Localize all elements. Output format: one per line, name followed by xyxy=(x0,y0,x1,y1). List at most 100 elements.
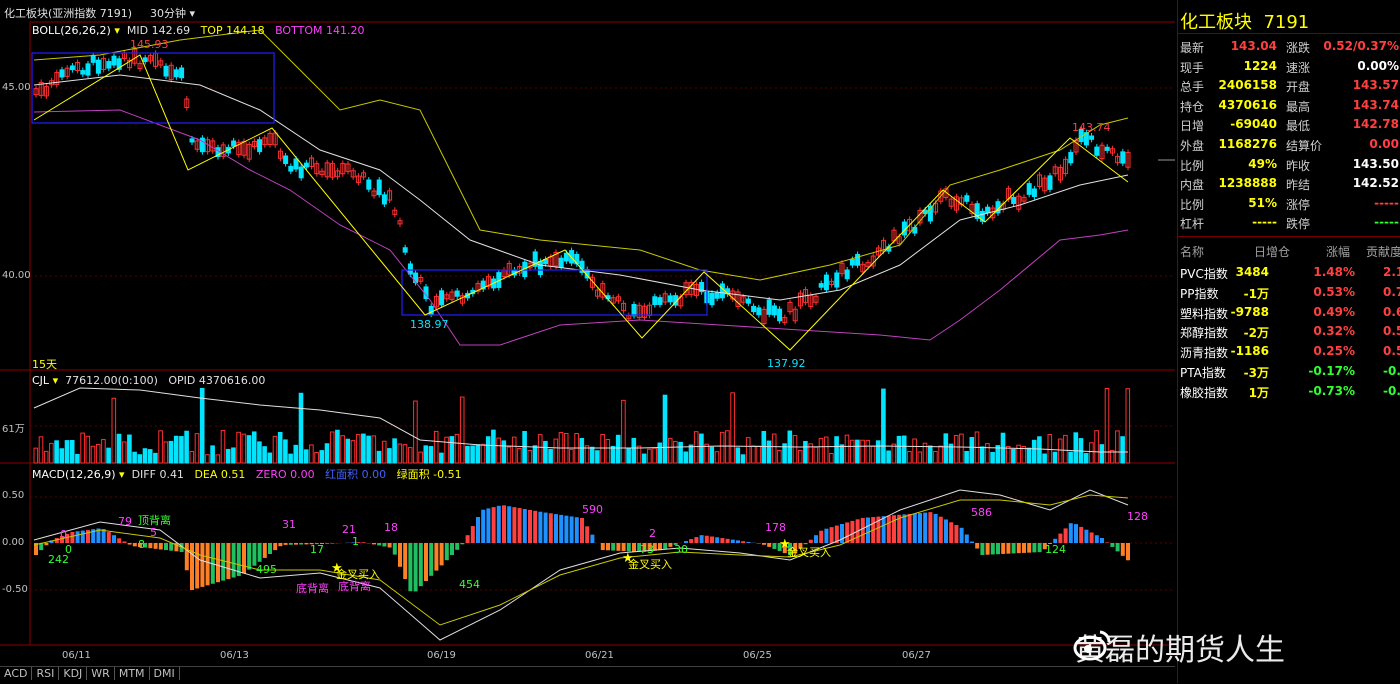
instrument-title: 化工板块(亚洲指数 7191) xyxy=(4,5,132,21)
quote-value: 1168276 xyxy=(1219,137,1277,151)
macd-bar xyxy=(809,540,813,543)
tab-dmi[interactable]: DMI xyxy=(150,667,180,680)
macd-bar xyxy=(757,543,761,544)
volume-bar xyxy=(674,441,678,463)
index-name: 塑料指数 xyxy=(1180,305,1228,322)
volume-bar xyxy=(44,451,48,463)
index-name: PVC指数 xyxy=(1180,265,1228,282)
volume-bar xyxy=(663,395,667,463)
candle xyxy=(850,260,854,265)
quote-value: 143.50 xyxy=(1353,157,1399,171)
candle xyxy=(564,253,568,261)
boll-top: TOP 144.18 xyxy=(201,24,265,37)
macd-bar xyxy=(393,543,397,555)
macd-bar xyxy=(304,543,308,544)
volume-bar xyxy=(507,447,511,463)
candle xyxy=(294,159,298,169)
chart-area[interactable]: ★★★ 化工板块(亚洲指数 7191) 30分钟 ▾ BOLL(26,26,2)… xyxy=(0,0,1175,683)
volume-bar xyxy=(55,441,59,463)
volume-bar xyxy=(1006,446,1010,463)
volume-bar xyxy=(455,434,459,463)
macd-bar xyxy=(580,518,584,543)
macd-bar xyxy=(715,537,719,543)
volume-bar xyxy=(81,433,85,463)
volume-bar xyxy=(294,445,298,463)
tab-rsi[interactable]: RSI xyxy=(32,667,59,680)
volume-bar xyxy=(554,439,558,463)
macd-bar xyxy=(1032,543,1036,552)
chevron-down-icon: ▾ xyxy=(190,7,196,20)
macd-bar xyxy=(81,531,85,543)
volume-bar xyxy=(512,437,516,463)
volume-bar xyxy=(642,454,646,463)
candle xyxy=(720,284,724,298)
macd-bar xyxy=(830,527,834,543)
tab-kdj[interactable]: KDJ xyxy=(59,667,87,680)
macd-bar xyxy=(824,529,828,543)
quote-label: 比例 xyxy=(1180,157,1204,174)
macd-bar xyxy=(471,526,475,543)
volume-bar xyxy=(403,445,407,463)
candle xyxy=(1105,147,1109,150)
macd-bar xyxy=(762,543,766,545)
volume-bar xyxy=(528,450,532,463)
volume-bar xyxy=(970,437,974,463)
chevron-down-icon[interactable]: ▾ xyxy=(53,374,59,387)
quote-value: -69040 xyxy=(1230,117,1277,131)
candle xyxy=(367,180,371,189)
candle xyxy=(824,275,828,290)
candle xyxy=(284,156,288,164)
kline-chart[interactable]: ★★★ xyxy=(0,0,1175,666)
macd-bar xyxy=(221,543,225,581)
tab-wr[interactable]: WR xyxy=(87,667,115,680)
index-inc: -1万 xyxy=(1244,285,1269,302)
tab-mtm[interactable]: MTM xyxy=(115,667,150,680)
index-name: PTA指数 xyxy=(1180,364,1226,381)
volume-bar xyxy=(190,451,194,463)
candle xyxy=(1012,197,1016,203)
volume-bar xyxy=(1064,435,1068,463)
macd-bar xyxy=(928,512,932,543)
quote-value: 142.52 xyxy=(1353,176,1399,190)
index-row[interactable]: PTA指数-3万-0.17%-0.19 xyxy=(1178,361,1400,381)
period-selector[interactable]: 30分钟 ▾ xyxy=(150,5,195,21)
macd-bar xyxy=(476,517,480,543)
quote-value: 142.78 xyxy=(1353,117,1399,131)
macd-bar xyxy=(1105,542,1109,543)
volume-bar xyxy=(419,452,423,463)
volume-bar xyxy=(913,439,917,463)
quote-value: 1224 xyxy=(1244,59,1277,73)
chevron-down-icon[interactable]: ▾ xyxy=(114,24,120,37)
index-row[interactable]: 郑醇指数-2万0.32%0.57 xyxy=(1178,321,1400,341)
volume-bar xyxy=(710,447,714,463)
volume-bar xyxy=(538,435,542,463)
macd-bar xyxy=(564,516,568,543)
candle xyxy=(289,166,293,171)
quote-value: ----- xyxy=(1374,215,1399,229)
volume-bar xyxy=(596,451,600,463)
volume-bar xyxy=(778,450,782,463)
volume-bar xyxy=(622,400,626,463)
candle xyxy=(60,70,64,77)
macd-bar xyxy=(497,506,501,543)
volume-bar xyxy=(991,452,995,463)
volume-bar xyxy=(731,393,735,463)
macd-annotation: 30 xyxy=(674,543,688,556)
macd-bar xyxy=(164,543,168,550)
macd-bar xyxy=(1006,543,1010,554)
quote-value: 0.00 xyxy=(1369,137,1399,151)
volume-bar xyxy=(330,432,334,463)
volume-bar xyxy=(367,436,371,463)
index-row[interactable]: PP指数-1万0.53%0.79 xyxy=(1178,282,1400,302)
chevron-down-icon[interactable]: ▾ xyxy=(119,468,125,481)
tab-macd[interactable]: ACD xyxy=(0,667,32,680)
macd-bar xyxy=(1110,543,1114,547)
volume-bar xyxy=(939,446,943,463)
macd-annotation: 金叉买入 xyxy=(628,556,672,572)
